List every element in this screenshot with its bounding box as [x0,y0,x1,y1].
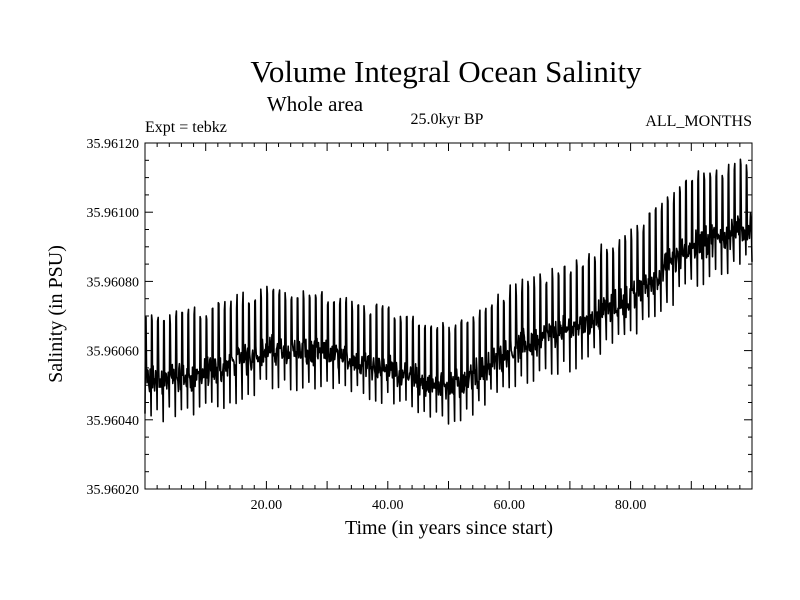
tick-labels: 35.96020 35.96040 35.96060 35.96080 35.96100… [87,137,647,513]
plot-frame [144,142,753,490]
y-tick-label: 35.96020 [87,483,140,498]
series-line-salinity [144,158,753,425]
y-tick-label: 35.96080 [87,275,140,290]
y-tick-label: 35.96120 [87,137,140,152]
chart-subtitle: Whole area [267,92,364,116]
experiment-label: Expt = tebkz [145,119,227,136]
y-tick-label: 35.96100 [87,206,140,221]
months-label: ALL_MONTHS [645,113,752,130]
x-axis-label: Time (in years since start) [345,517,553,539]
x-tick-label: 40.00 [372,498,404,513]
x-tick-label: 60.00 [493,498,525,513]
y-axis-label: Salinity (in PSU) [45,245,67,383]
y-tick-label: 35.96040 [87,414,140,429]
y-tick-label: 35.96060 [87,345,140,360]
x-tick-label: 80.00 [615,498,647,513]
x-tick-label: 20.00 [251,498,283,513]
chart-title: Volume Integral Ocean Salinity [250,54,642,89]
period-label: 25.0kyr BP [411,111,484,128]
